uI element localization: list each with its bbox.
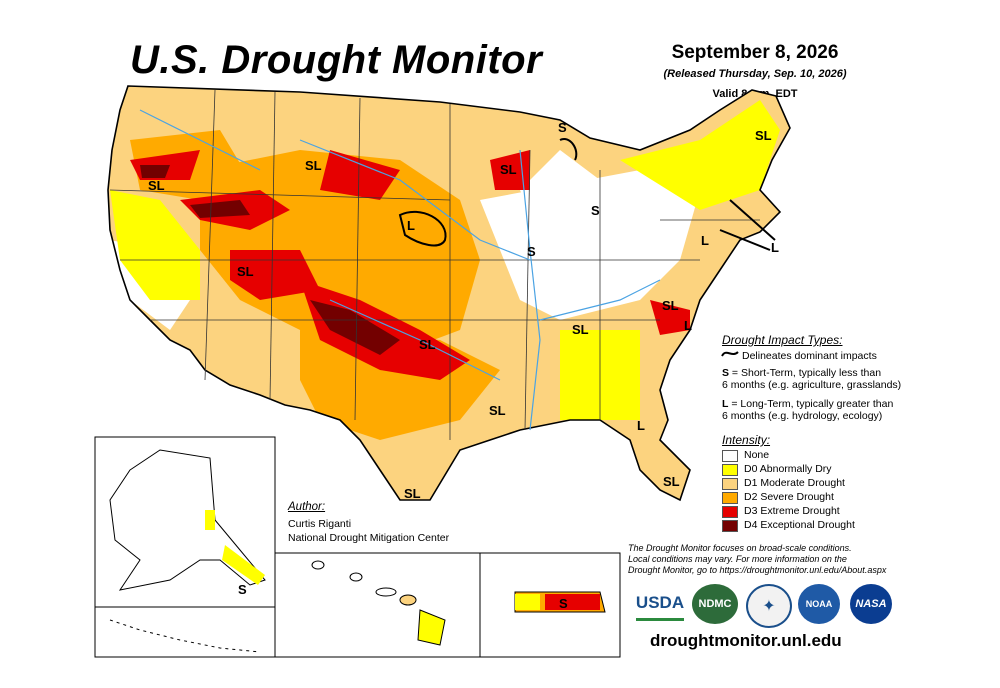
long-term-key: L <box>722 398 729 410</box>
rivers <box>139 109 661 431</box>
impact-long-term: L = Long-Term, typically greater than <box>722 398 893 410</box>
ndmc-logo: NDMC <box>692 584 738 624</box>
label-sl-wisconsin: SL <box>500 162 517 177</box>
intensity-label: D2 Severe Drought <box>744 491 834 503</box>
author-name: Curtis Riganti <box>288 518 352 530</box>
website-url[interactable]: droughtmonitor.unl.edu <box>650 631 842 650</box>
short-term-key: S <box>722 367 730 379</box>
intensity-swatch <box>722 492 738 504</box>
label-sl-utah: SL <box>237 264 254 279</box>
label-l-nebraska: L <box>407 218 415 233</box>
intensity-swatch <box>722 478 738 490</box>
intensity-label: D3 Extreme Drought <box>744 505 840 517</box>
impact-types-heading: Drought Impact Types: <box>722 333 843 347</box>
impact-long-term-detail: 6 months (e.g. hydrology, ecology) <box>722 410 883 422</box>
noaa-logo: NOAA <box>798 584 840 624</box>
disclaimer-note: The Drought Monitor focuses on broad-sca… <box>628 543 918 576</box>
label-sl-florida: SL <box>663 474 680 489</box>
note-line-3: Drought Monitor, go to https://droughtmo… <box>628 565 887 575</box>
label-sl-virginia: SL <box>662 298 679 313</box>
nasa-logo-text: NASA <box>855 598 887 610</box>
long-term-text: = Long-Term, typically greater than <box>728 398 894 410</box>
usda-logo-text: USDA <box>635 593 685 612</box>
aleutians-inset <box>94 606 276 658</box>
usda-logo: USDA <box>636 588 684 621</box>
label-l-ne: L <box>771 240 779 255</box>
label-s-lower-mi: S <box>591 203 600 218</box>
intensity-swatch <box>722 464 738 476</box>
label-sl-louisiana: SL <box>489 403 506 418</box>
eagle-icon: ✦ <box>762 598 776 615</box>
label-s-upper-mi: S <box>558 120 567 135</box>
conus-outline <box>107 85 791 502</box>
intensity-swatch <box>722 506 738 518</box>
label-sl-tennessee: SL <box>572 322 589 337</box>
hawaii-inset <box>274 552 481 658</box>
intensity-label: D0 Abnormally Dry <box>744 463 832 475</box>
impact-short-term-detail: 6 months (e.g. agriculture, grasslands) <box>722 379 902 391</box>
intensity-swatch <box>722 520 738 532</box>
label-s-puerto-rico: S <box>559 596 568 611</box>
note-line-2: Local conditions may vary. For more info… <box>628 554 847 564</box>
intensity-swatch <box>722 450 738 462</box>
author-heading: Author: <box>288 501 326 513</box>
intensity-heading: Intensity: <box>722 433 771 447</box>
label-s-alaska: S <box>238 582 247 597</box>
impact-delineates-text: Delineates dominant impacts <box>742 350 877 362</box>
noaa-logo-text: NOAA <box>805 599 833 609</box>
impact-short-term: S = Short-Term, typically less than <box>722 367 881 379</box>
intensity-label: None <box>744 449 770 461</box>
impact-lines <box>398 138 776 251</box>
nasa-logo: NASA <box>850 584 892 624</box>
author-org: National Drought Mitigation Center <box>288 532 450 544</box>
commerce-logo: ✦ <box>746 584 792 628</box>
note-line-1: The Drought Monitor focuses on broad-sca… <box>628 543 852 553</box>
intensity-label: D4 Exceptional Drought <box>744 519 855 531</box>
label-sl-oklahoma: SL <box>419 337 436 352</box>
label-sl-oregon: SL <box>148 178 165 193</box>
label-sl-maine: SL <box>755 128 772 143</box>
release-date: (Released Thursday, Sep. 10, 2026) <box>663 68 847 80</box>
map-date: September 8, 2026 <box>671 42 839 63</box>
intensity-label: D1 Moderate Drought <box>744 477 845 489</box>
label-l-georgia: L <box>637 418 645 433</box>
ndmc-logo-text: NDMC <box>698 598 732 610</box>
label-l-ny: L <box>701 233 709 248</box>
page-title: U.S. Drought Monitor <box>130 38 543 82</box>
label-s-illinois: S <box>527 244 536 259</box>
label-sl-texas: SL <box>404 486 421 501</box>
state-borders <box>109 89 760 440</box>
short-term-text: = Short-Term, typically less than <box>729 367 882 379</box>
label-sl-montana: SL <box>305 158 322 173</box>
label-l-nc: L <box>684 318 692 333</box>
